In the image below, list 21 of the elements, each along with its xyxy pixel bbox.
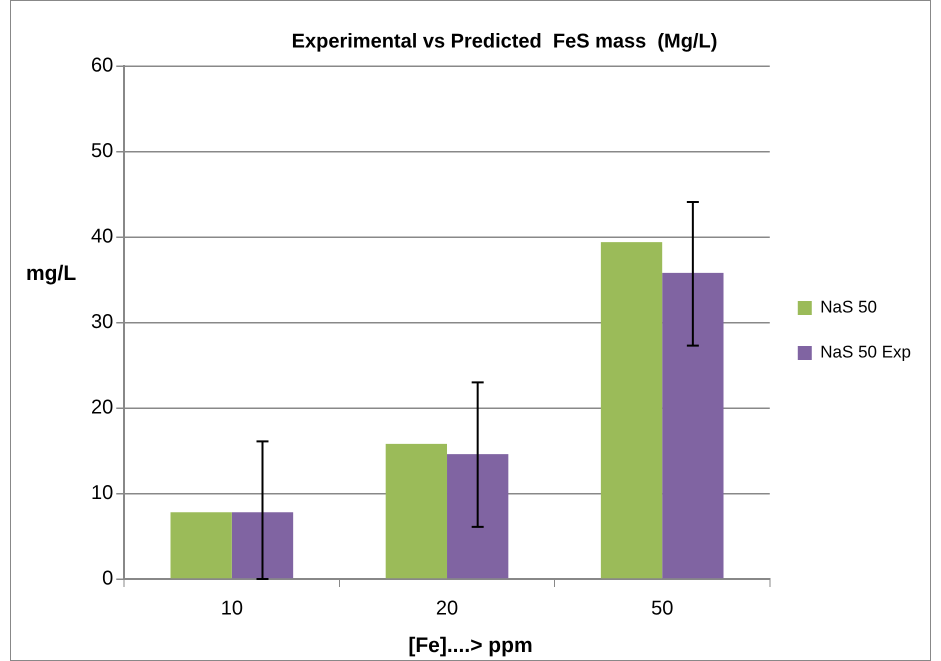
bar	[600, 242, 662, 578]
x-tick-label: 10	[220, 598, 243, 620]
y-tick-label: 60	[90, 54, 114, 77]
bar	[170, 512, 232, 578]
legend-label: NaS 50 Exp	[820, 342, 912, 362]
chart-title: Experimental vs Predicted FeS mass (Mg/L)	[292, 30, 718, 53]
bar	[232, 512, 294, 578]
x-tick-label: 50	[651, 598, 674, 620]
bar	[386, 444, 448, 578]
y-tick-label: 10	[90, 482, 114, 504]
y-tick-label: 30	[90, 311, 114, 334]
y-axis-title: mg/L	[26, 262, 76, 286]
y-tick-label: 50	[90, 140, 114, 162]
y-tick-label: 20	[90, 396, 114, 419]
x-tick-label: 20	[436, 598, 458, 620]
y-tick-label: 0	[102, 568, 114, 590]
legend-label: NaS 50	[820, 298, 877, 317]
x-axis-title: [Fe]....> ppm	[407, 634, 534, 658]
bar	[447, 454, 508, 578]
bar	[662, 272, 724, 578]
y-tick-label: 40	[90, 226, 114, 248]
